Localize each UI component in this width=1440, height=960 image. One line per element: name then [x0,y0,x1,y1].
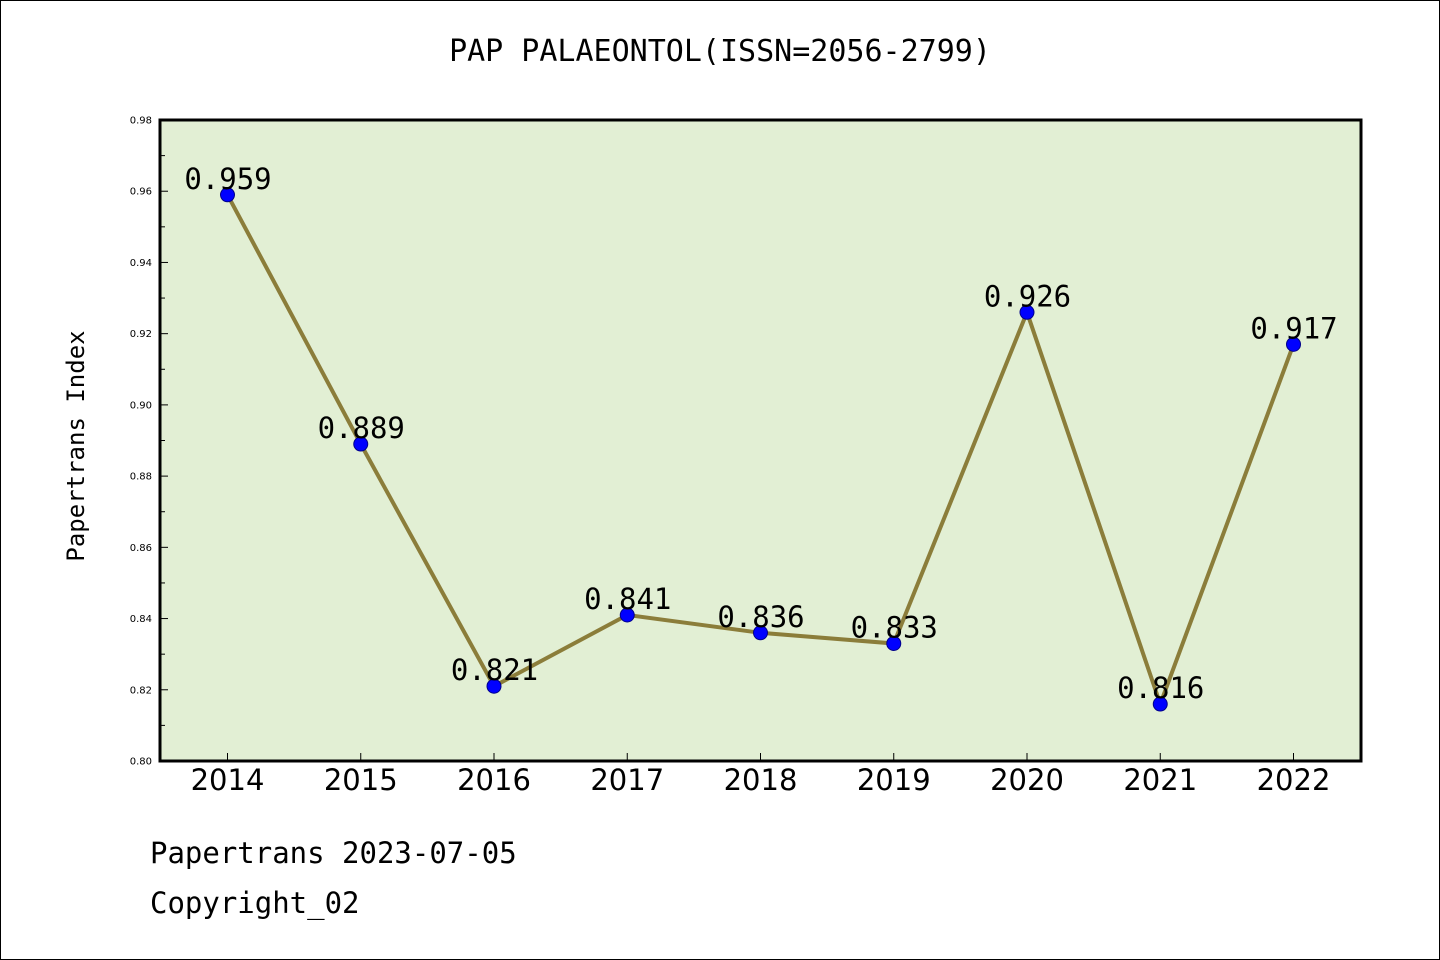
chart-title: PAP PALAEONTOL(ISSN=2056-2799) [449,34,991,69]
data-point [753,625,768,641]
data-label: 0.917 [1250,311,1337,345]
y-tick-label: 0.94 [130,258,152,269]
x-tick-label: 2014 [191,763,265,797]
data-point [619,607,635,623]
x-tick-label: 2016 [457,763,531,797]
data-label: 0.959 [184,162,271,196]
x-tick-label: 2021 [1123,763,1197,797]
footer-copyright-line: Copyright_02 [150,886,360,920]
y-tick-label: 0.96 [130,187,152,198]
y-axis-title: Papertrans Index [62,330,90,561]
data-point [886,635,902,651]
x-tick-label: 2015 [324,763,398,797]
y-axis: 0.80 0.82 0.84 0.86 0.88 0.90 0.92 0.94 0.96 0.98 [130,116,168,768]
series-layer: 0.959 0.889 0.821 0.841 0.836 0.833 0.926 0.816… [184,162,1338,712]
data-point [220,187,235,203]
x-tick-label: 2019 [857,763,931,797]
x-tick-label: 2022 [1257,763,1331,797]
data-point [1286,336,1301,352]
data-label: 0.836 [717,600,804,634]
data-label: 0.816 [1117,671,1204,705]
y-tick-label: 0.92 [130,329,152,340]
data-point [1152,696,1168,712]
data-label: 0.833 [851,610,938,644]
y-tick-label: 0.88 [130,472,152,483]
data-label: 0.841 [584,582,671,616]
data-point [353,436,369,452]
data-point [486,678,502,694]
x-axis: 2014 2015 2016 2017 2018 2019 2020 2021 2022 [191,753,1331,797]
y-tick-label: 0.86 [130,543,152,554]
y-tick-label: 0.90 [130,400,152,411]
y-tick-label: 0.84 [130,614,152,625]
y-tick-label: 0.82 [130,685,152,696]
data-label: 0.821 [451,653,538,687]
x-tick-label: 2018 [724,763,798,797]
y-tick-label: 0.80 [130,757,152,768]
footer-date-line: Papertrans 2023-07-05 [150,836,517,870]
data-label: 0.889 [318,411,405,445]
data-point [1019,304,1035,320]
y-tick-label: 0.98 [130,116,152,127]
x-tick-label: 2020 [990,763,1064,797]
data-label: 0.926 [984,279,1071,313]
x-tick-label: 2017 [590,763,664,797]
